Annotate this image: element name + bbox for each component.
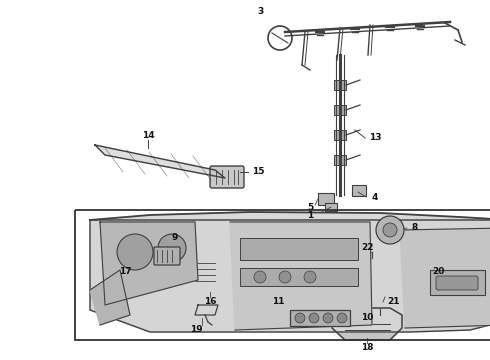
Bar	[334, 105, 346, 115]
FancyBboxPatch shape	[436, 276, 478, 290]
Text: 17: 17	[119, 267, 131, 276]
Text: 16: 16	[204, 297, 216, 306]
Text: 4: 4	[372, 193, 378, 202]
Circle shape	[295, 313, 305, 323]
Text: 15: 15	[252, 167, 264, 176]
Text: 22: 22	[361, 243, 373, 252]
Bar	[430, 270, 485, 295]
Bar	[420, 278, 456, 298]
Bar	[240, 238, 358, 260]
Polygon shape	[100, 222, 198, 305]
Text: 19: 19	[190, 325, 202, 334]
Bar	[188, 255, 220, 293]
Circle shape	[117, 234, 153, 270]
Bar	[240, 268, 358, 286]
Text: 14: 14	[142, 130, 154, 139]
Text: 3: 3	[257, 8, 263, 17]
Polygon shape	[95, 145, 225, 178]
FancyBboxPatch shape	[154, 247, 180, 265]
Text: 9: 9	[172, 234, 178, 243]
Text: 5: 5	[307, 202, 313, 211]
Bar	[334, 80, 346, 90]
Polygon shape	[400, 228, 490, 328]
Polygon shape	[195, 305, 218, 315]
Polygon shape	[90, 220, 490, 332]
Text: 8: 8	[412, 224, 418, 233]
Circle shape	[323, 313, 333, 323]
Bar	[356, 258, 378, 274]
Polygon shape	[332, 308, 402, 340]
Bar	[75, 210, 490, 340]
Text: 11: 11	[272, 297, 284, 306]
Circle shape	[304, 271, 316, 283]
Text: 20: 20	[432, 267, 444, 276]
Bar	[352, 185, 366, 196]
Circle shape	[337, 313, 347, 323]
Bar	[318, 193, 334, 205]
Bar	[325, 203, 337, 211]
Circle shape	[376, 216, 404, 244]
Polygon shape	[90, 270, 130, 325]
Circle shape	[158, 234, 186, 262]
Bar	[334, 130, 346, 140]
FancyBboxPatch shape	[210, 166, 244, 188]
Polygon shape	[90, 212, 490, 220]
Polygon shape	[230, 222, 372, 330]
Text: 13: 13	[369, 134, 381, 143]
Text: 18: 18	[361, 342, 373, 351]
Circle shape	[309, 313, 319, 323]
Text: 10: 10	[361, 314, 373, 323]
Text: 1: 1	[307, 211, 313, 220]
Bar	[192, 259, 216, 289]
Bar	[290, 310, 350, 326]
Circle shape	[383, 223, 397, 237]
Bar	[148, 258, 168, 274]
Text: 21: 21	[387, 297, 399, 306]
Bar	[334, 155, 346, 165]
Bar	[356, 295, 386, 309]
Circle shape	[254, 271, 266, 283]
Circle shape	[279, 271, 291, 283]
